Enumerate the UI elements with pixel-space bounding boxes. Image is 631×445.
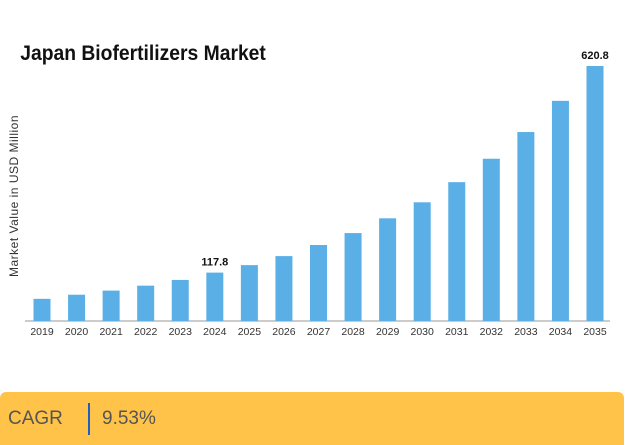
data-label: 620.8 — [581, 50, 609, 62]
cagr-value: 9.53% — [102, 408, 156, 429]
bar-2035 — [586, 66, 604, 321]
x-tick-label: 2028 — [341, 326, 365, 338]
x-tick-label: 2021 — [99, 326, 123, 338]
bar-2025 — [240, 265, 258, 321]
divider — [88, 403, 90, 435]
bar-2022 — [137, 285, 155, 321]
cagr-banner: CAGR 9.53% — [0, 392, 624, 445]
x-tick-label: 2019 — [30, 326, 54, 338]
x-tick-label: 2030 — [411, 326, 435, 338]
bar-2031 — [448, 182, 466, 321]
x-tick-label: 2024 — [203, 326, 227, 338]
x-tick-label: 2027 — [307, 326, 331, 338]
x-tick-label: 2022 — [134, 326, 158, 338]
bar-2029 — [379, 218, 397, 321]
bar-2019 — [33, 298, 51, 321]
chart-title: Japan Biofertilizers Market — [20, 42, 266, 65]
x-tick-label: 2025 — [238, 326, 262, 338]
x-tick-label: 2032 — [480, 326, 504, 338]
cagr-label: CAGR — [8, 408, 63, 429]
bar-2020 — [68, 294, 86, 321]
bar-2034 — [551, 100, 569, 321]
bar-2021 — [102, 290, 120, 321]
bar-2033 — [517, 132, 535, 321]
x-tick-label: 2035 — [583, 326, 607, 338]
data-label: 117.8 — [201, 257, 228, 269]
bar-2030 — [413, 202, 431, 321]
bar-2023 — [171, 279, 189, 321]
y-axis-label: Market Value in USD Million — [7, 115, 21, 277]
bar-2027 — [310, 245, 327, 321]
bar-chart: Japan Biofertilizers Market Market Value… — [7, 42, 610, 338]
x-tick-label: 2034 — [549, 326, 573, 338]
x-tick-label: 2031 — [445, 326, 469, 338]
x-tick-label: 2026 — [272, 326, 296, 338]
x-tick-label: 2029 — [376, 326, 400, 338]
x-tick-label: 2023 — [169, 326, 193, 338]
bar-2024 — [206, 272, 224, 321]
bar-2032 — [482, 158, 500, 321]
bar-2028 — [344, 233, 362, 321]
x-tick-label: 2033 — [514, 326, 538, 338]
x-tick-label: 2020 — [65, 326, 89, 338]
bar-2026 — [275, 256, 293, 321]
